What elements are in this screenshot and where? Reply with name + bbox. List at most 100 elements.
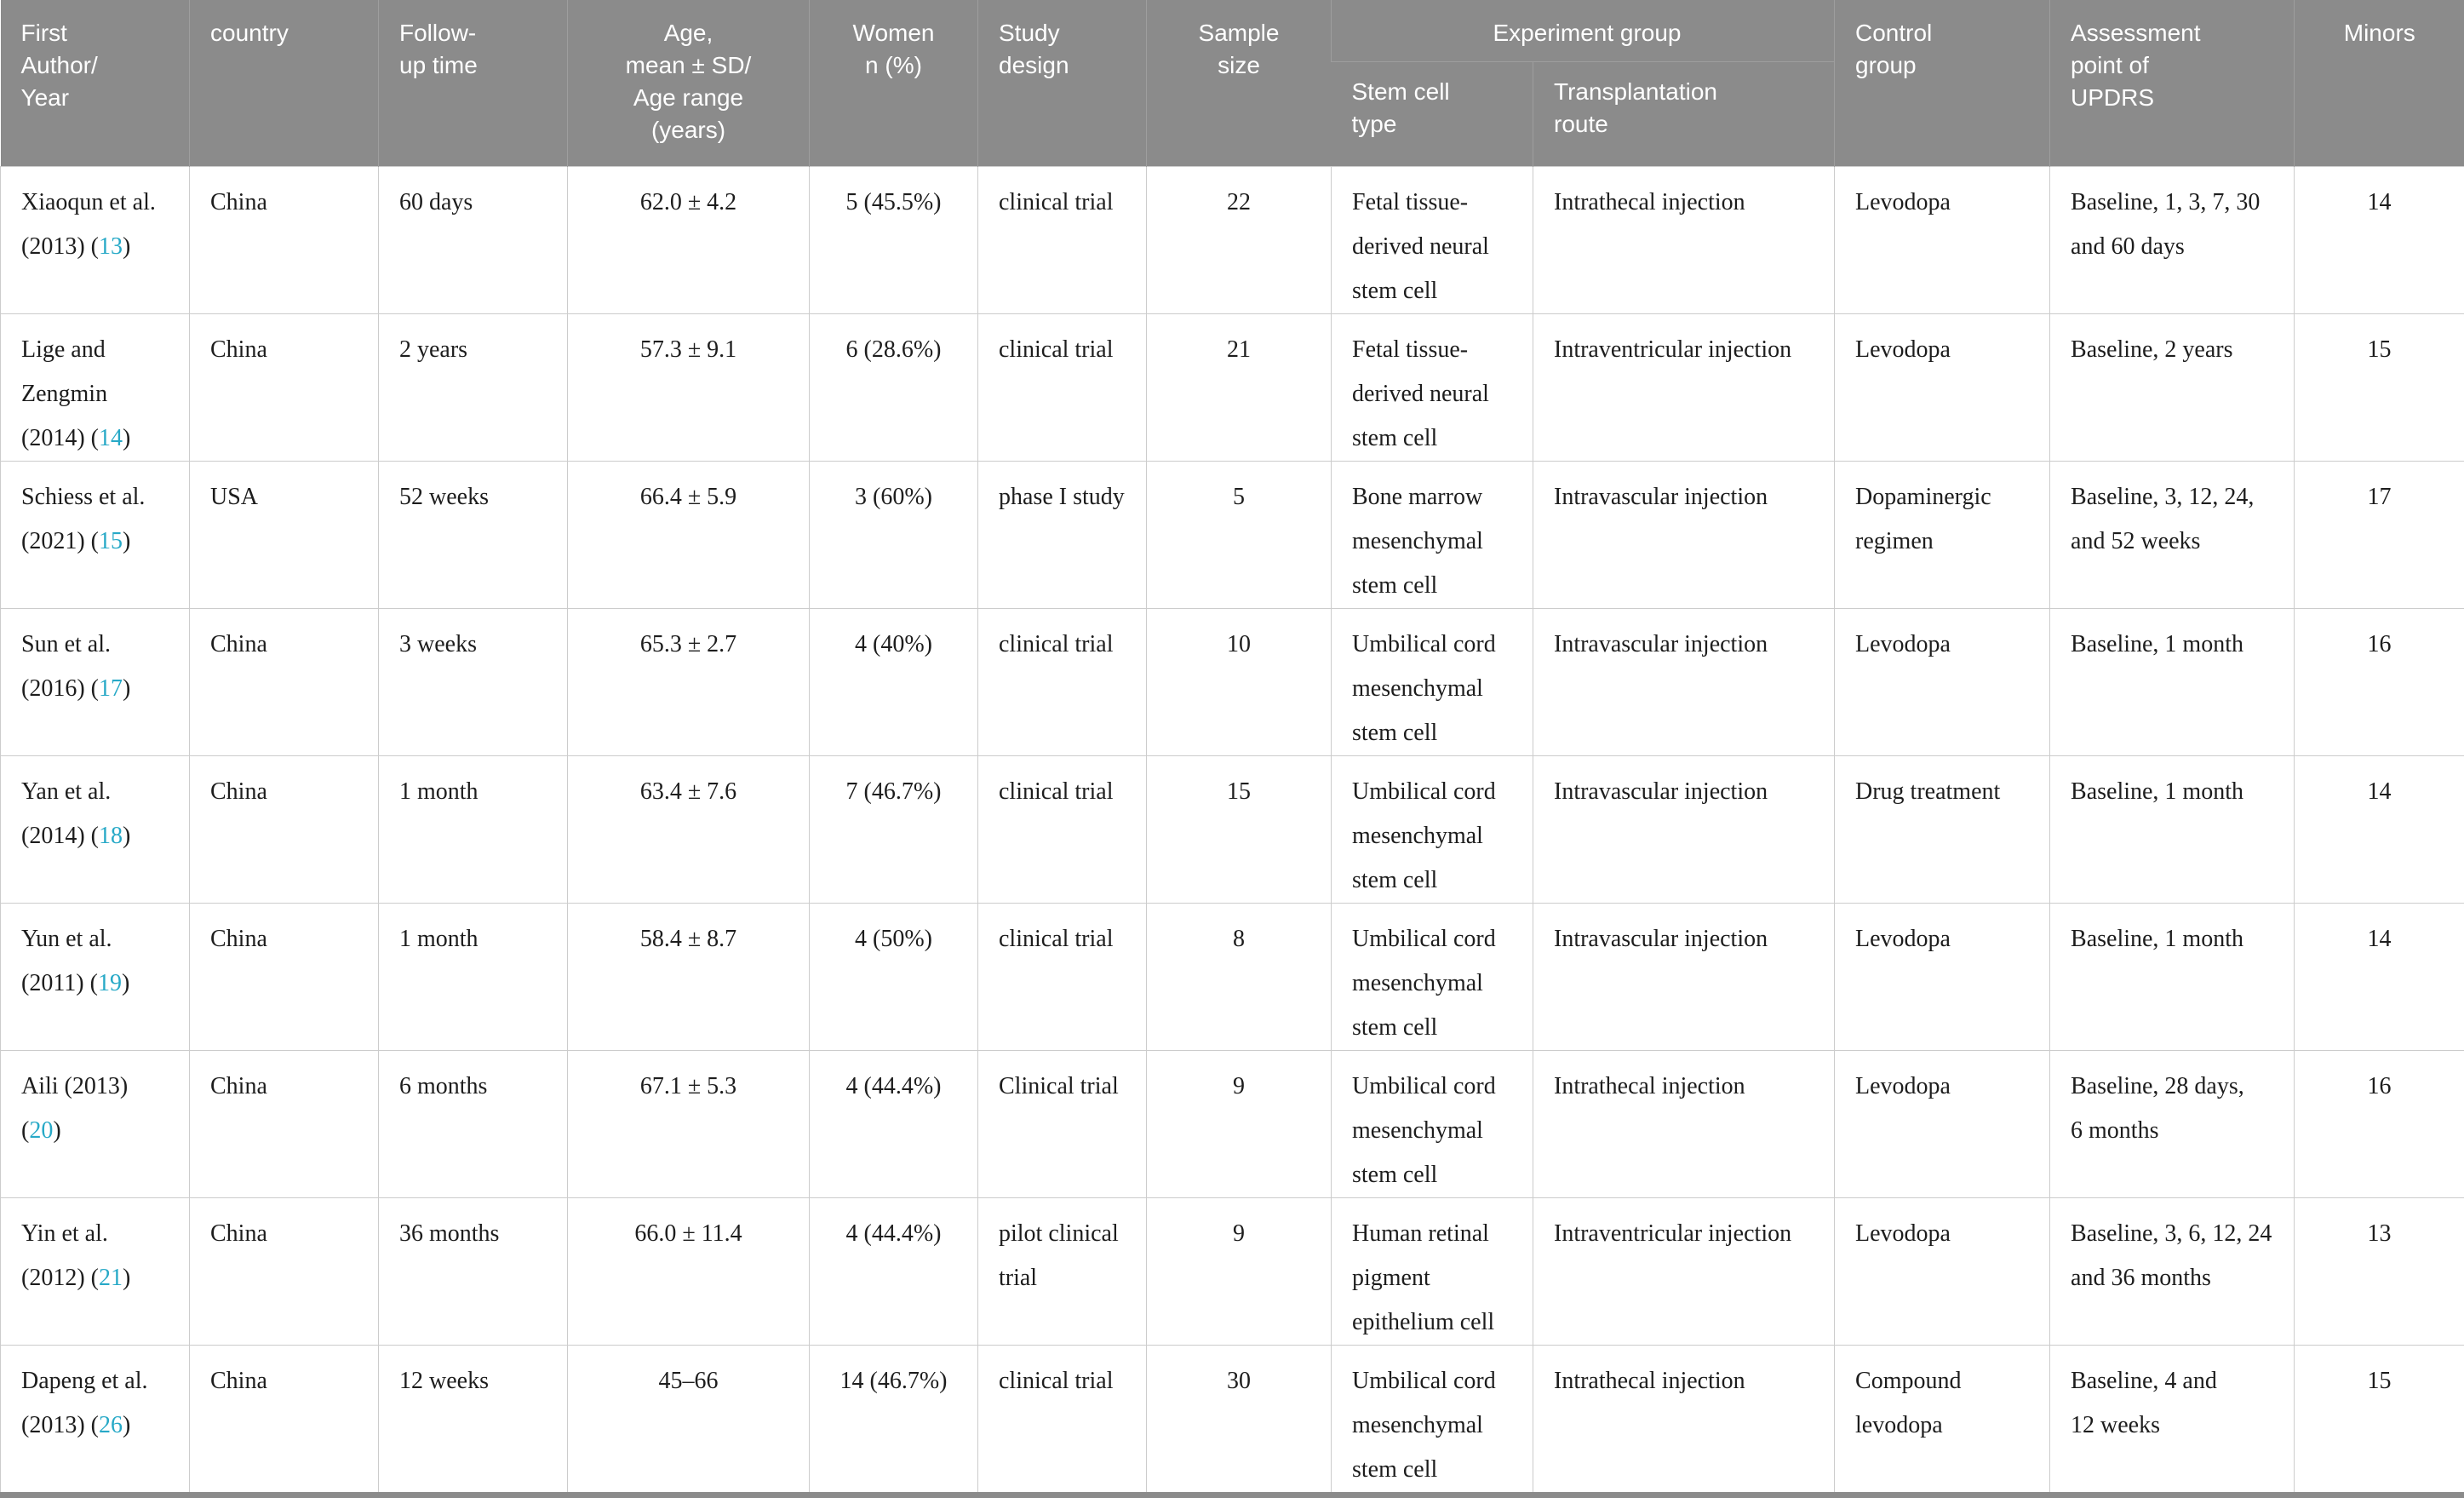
cell-age: 58.4 ± 8.7 bbox=[568, 903, 810, 1050]
table-row: Xiaoqun et al. (2013) (13) China 60 days… bbox=[1, 166, 2464, 313]
citation-link[interactable]: 14 bbox=[99, 425, 123, 451]
cell-women: 4 (44.4%) bbox=[810, 1050, 978, 1197]
header-minors: Minors bbox=[2295, 0, 2464, 166]
author-text: Lige and Zengmin (2014) ( bbox=[21, 336, 107, 451]
cell-study-design: clinical trial bbox=[978, 1345, 1147, 1495]
citation-link[interactable]: 18 bbox=[99, 823, 123, 849]
cell-stem-cell-type: Umbilical cord mesenchymal stem cell bbox=[1332, 608, 1533, 755]
cell-transplantation-route: Intraventricular injection bbox=[1533, 313, 1835, 461]
cell-control-group: Dopaminergic regimen bbox=[1835, 461, 2050, 608]
cell-study-design: clinical trial bbox=[978, 166, 1147, 313]
header-study-design: Study design bbox=[978, 0, 1147, 166]
cell-follow-up: 60 days bbox=[379, 166, 568, 313]
cell-transplantation-route: Intravascular injection bbox=[1533, 755, 1835, 903]
cell-sample-size: 9 bbox=[1147, 1050, 1332, 1197]
cell-minors: 15 bbox=[2295, 1345, 2464, 1495]
cell-first-author: Xiaoqun et al. (2013) (13) bbox=[1, 166, 190, 313]
cell-first-author: Yan et al. (2014) (18) bbox=[1, 755, 190, 903]
cell-sample-size: 22 bbox=[1147, 166, 1332, 313]
cell-control-group: Levodopa bbox=[1835, 1050, 2050, 1197]
cell-assessment-point: Baseline, 2 years bbox=[2050, 313, 2295, 461]
citation-link[interactable]: 20 bbox=[29, 1117, 53, 1144]
header-stem-cell-type: Stem cell type bbox=[1332, 61, 1533, 166]
cell-women: 4 (40%) bbox=[810, 608, 978, 755]
cell-transplantation-route: Intrathecal injection bbox=[1533, 166, 1835, 313]
cell-sample-size: 5 bbox=[1147, 461, 1332, 608]
cell-age: 67.1 ± 5.3 bbox=[568, 1050, 810, 1197]
cell-country: China bbox=[190, 313, 379, 461]
cell-study-design: phase I study bbox=[978, 461, 1147, 608]
cell-sample-size: 9 bbox=[1147, 1197, 1332, 1345]
cell-stem-cell-type: Bone marrow mesenchymal stem cell bbox=[1332, 461, 1533, 608]
citation-link[interactable]: 17 bbox=[99, 675, 123, 702]
cell-minors: 17 bbox=[2295, 461, 2464, 608]
cell-country: China bbox=[190, 608, 379, 755]
author-text: ) bbox=[123, 1412, 130, 1438]
cell-first-author: Yun et al. (2011) (19) bbox=[1, 903, 190, 1050]
cell-control-group: Levodopa bbox=[1835, 903, 2050, 1050]
cell-study-design: clinical trial bbox=[978, 608, 1147, 755]
cell-stem-cell-type: Umbilical cord mesenchymal stem cell bbox=[1332, 755, 1533, 903]
author-text: Yan et al. (2014) ( bbox=[21, 778, 111, 849]
cell-follow-up: 6 months bbox=[379, 1050, 568, 1197]
cell-country: China bbox=[190, 903, 379, 1050]
author-text: Sun et al. (2016) ( bbox=[21, 631, 111, 702]
cell-stem-cell-type: Umbilical cord mesenchymal stem cell bbox=[1332, 903, 1533, 1050]
cell-follow-up: 52 weeks bbox=[379, 461, 568, 608]
cell-age: 63.4 ± 7.6 bbox=[568, 755, 810, 903]
cell-control-group: Levodopa bbox=[1835, 166, 2050, 313]
citation-link[interactable]: 26 bbox=[99, 1412, 123, 1438]
header-assessment-point: Assessment point of UPDRS bbox=[2050, 0, 2295, 166]
header-transplantation-route: Transplantation route bbox=[1533, 61, 1835, 166]
author-text: ) bbox=[123, 1265, 130, 1291]
cell-women: 4 (50%) bbox=[810, 903, 978, 1050]
cell-age: 62.0 ± 4.2 bbox=[568, 166, 810, 313]
author-text: ) bbox=[123, 823, 130, 849]
cell-minors: 14 bbox=[2295, 166, 2464, 313]
table-row: Yin et al. (2012) (21) China 36 months 6… bbox=[1, 1197, 2464, 1345]
cell-age: 66.0 ± 11.4 bbox=[568, 1197, 810, 1345]
cell-control-group: Drug treatment bbox=[1835, 755, 2050, 903]
table-row: Aili (2013) (20) China 6 months 67.1 ± 5… bbox=[1, 1050, 2464, 1197]
cell-control-group: Compound levodopa bbox=[1835, 1345, 2050, 1495]
cell-first-author: Sun et al. (2016) (17) bbox=[1, 608, 190, 755]
cell-minors: 15 bbox=[2295, 313, 2464, 461]
table-row: Schiess et al. (2021) (15) USA 52 weeks … bbox=[1, 461, 2464, 608]
table-body: Xiaoqun et al. (2013) (13) China 60 days… bbox=[1, 166, 2464, 1495]
cell-follow-up: 1 month bbox=[379, 903, 568, 1050]
header-sample-size: Sample size bbox=[1147, 0, 1332, 166]
cell-first-author: Dapeng et al. (2013) (26) bbox=[1, 1345, 190, 1495]
header-first-author-year: First Author/ Year bbox=[1, 0, 190, 166]
citation-link[interactable]: 21 bbox=[99, 1265, 123, 1291]
citation-link[interactable]: 15 bbox=[99, 528, 123, 554]
citation-link[interactable]: 19 bbox=[98, 970, 122, 996]
cell-women: 4 (44.4%) bbox=[810, 1197, 978, 1345]
cell-study-design: clinical trial bbox=[978, 313, 1147, 461]
cell-stem-cell-type: Human retinal pigment epithelium cell bbox=[1332, 1197, 1533, 1345]
cell-assessment-point: Baseline, 28 days, 6 months bbox=[2050, 1050, 2295, 1197]
cell-follow-up: 1 month bbox=[379, 755, 568, 903]
cell-minors: 13 bbox=[2295, 1197, 2464, 1345]
cell-follow-up: 3 weeks bbox=[379, 608, 568, 755]
cell-minors: 16 bbox=[2295, 1050, 2464, 1197]
cell-stem-cell-type: Fetal tissue- derived neural stem cell bbox=[1332, 166, 1533, 313]
cell-study-design: Clinical trial bbox=[978, 1050, 1147, 1197]
cell-country: China bbox=[190, 1345, 379, 1495]
cell-study-design: pilot clinical trial bbox=[978, 1197, 1147, 1345]
cell-country: China bbox=[190, 1197, 379, 1345]
table-row: Lige and Zengmin (2014) (14) China 2 yea… bbox=[1, 313, 2464, 461]
cell-stem-cell-type: Umbilical cord mesenchymal stem cell bbox=[1332, 1050, 1533, 1197]
cell-sample-size: 8 bbox=[1147, 903, 1332, 1050]
cell-assessment-point: Baseline, 1 month bbox=[2050, 755, 2295, 903]
cell-control-group: Levodopa bbox=[1835, 313, 2050, 461]
citation-link[interactable]: 13 bbox=[99, 233, 123, 260]
header-country: country bbox=[190, 0, 379, 166]
cell-transplantation-route: Intravascular injection bbox=[1533, 903, 1835, 1050]
header-women: Women n (%) bbox=[810, 0, 978, 166]
cell-control-group: Levodopa bbox=[1835, 1197, 2050, 1345]
cell-minors: 16 bbox=[2295, 608, 2464, 755]
cell-age: 45–66 bbox=[568, 1345, 810, 1495]
cell-transplantation-route: Intravascular injection bbox=[1533, 608, 1835, 755]
header-follow-up-time: Follow- up time bbox=[379, 0, 568, 166]
